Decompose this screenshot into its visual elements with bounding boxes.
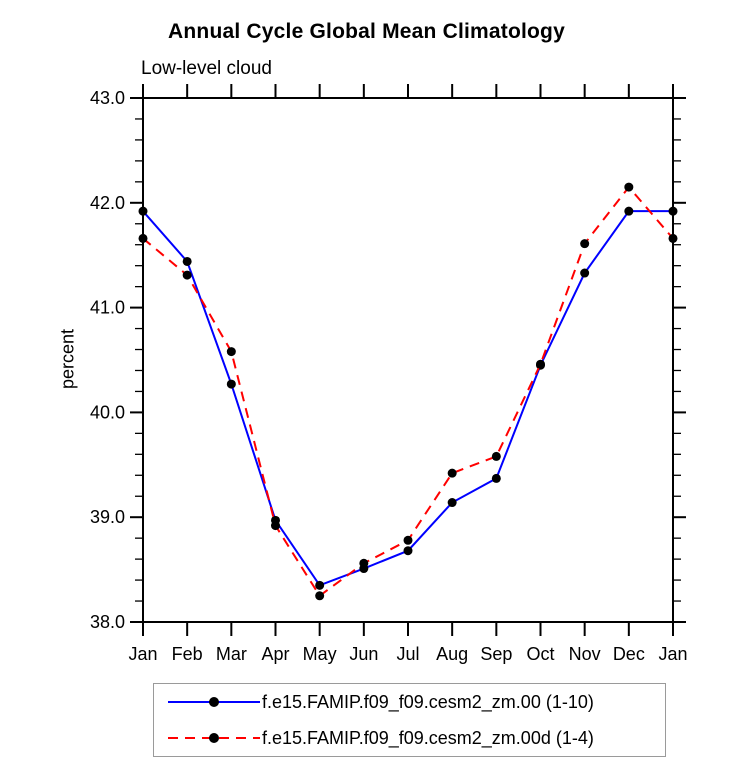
data-point-marker bbox=[182, 270, 192, 280]
y-axis-tick-label: 43.0 bbox=[90, 88, 125, 108]
legend-label: f.e15.FAMIP.f09_f09.cesm2_zm.00 (1-10) bbox=[262, 691, 594, 712]
legend-marker-dot bbox=[209, 697, 219, 707]
data-point-marker bbox=[138, 233, 148, 243]
x-axis-tick-label: Dec bbox=[613, 644, 645, 664]
y-axis-tick-label: 41.0 bbox=[90, 298, 125, 318]
data-point-marker bbox=[624, 182, 634, 192]
data-point-marker bbox=[315, 591, 325, 601]
data-point-marker bbox=[668, 233, 678, 243]
legend-label: f.e15.FAMIP.f09_f09.cesm2_zm.00d (1-4) bbox=[262, 727, 594, 748]
data-point-marker bbox=[226, 379, 236, 389]
data-point-marker bbox=[403, 535, 413, 545]
x-axis-tick-label: Apr bbox=[261, 644, 289, 664]
legend-marker-dot bbox=[209, 733, 219, 743]
x-axis-tick-label: May bbox=[303, 644, 337, 664]
chart-subtitle: Low-level cloud bbox=[141, 58, 272, 79]
data-point-marker bbox=[447, 498, 457, 508]
data-point-marker bbox=[182, 256, 192, 266]
x-axis-tick-label: Sep bbox=[480, 644, 512, 664]
x-axis-tick-label: Nov bbox=[569, 644, 601, 664]
data-point-marker bbox=[138, 206, 148, 216]
chart-title: Annual Cycle Global Mean Climatology bbox=[168, 20, 565, 43]
x-axis-tick-label: Oct bbox=[526, 644, 554, 664]
data-point-marker bbox=[271, 521, 280, 531]
legend-item: f.e15.FAMIP.f09_f09.cesm2_zm.00 (1-10) bbox=[154, 687, 665, 717]
data-point-marker bbox=[668, 206, 678, 216]
data-point-marker bbox=[359, 558, 369, 568]
y-axis-tick-label: 40.0 bbox=[90, 402, 125, 422]
x-axis-tick-label: Aug bbox=[436, 644, 468, 664]
y-axis-tick-label: 42.0 bbox=[90, 193, 125, 213]
data-point-marker bbox=[491, 451, 501, 461]
data-point-marker bbox=[403, 546, 413, 556]
series-line-1 bbox=[142, 185, 674, 598]
y-axis-tick-label: 39.0 bbox=[90, 507, 125, 527]
x-axis-tick-label: Feb bbox=[172, 644, 203, 664]
data-point-marker bbox=[580, 268, 590, 278]
x-axis-tick-label: Mar bbox=[216, 644, 247, 664]
data-point-marker bbox=[315, 580, 325, 590]
x-axis-tick-label: Jan bbox=[128, 644, 157, 664]
series-line-0 bbox=[142, 210, 673, 587]
legend-line-sample bbox=[168, 733, 260, 743]
x-axis-tick-label: Jul bbox=[396, 644, 419, 664]
y-axis-tick-label: 38.0 bbox=[90, 612, 125, 632]
data-point-marker bbox=[536, 359, 545, 369]
data-point-marker bbox=[226, 347, 236, 357]
x-axis-tick-label: Jun bbox=[349, 644, 378, 664]
legend-box: f.e15.FAMIP.f09_f09.cesm2_zm.00 (1-10) f.… bbox=[153, 683, 666, 757]
plot-area: 38.0 39.0 40.0 41.0 42.0 43.0 Jan Feb Mar Apr May J… bbox=[90, 84, 688, 664]
x-axis-tick-label: Jan bbox=[658, 644, 687, 664]
data-point-marker bbox=[624, 206, 634, 216]
data-point-marker bbox=[491, 473, 501, 483]
data-point-marker bbox=[580, 239, 590, 249]
legend-line-sample bbox=[168, 697, 260, 707]
legend-item: f.e15.FAMIP.f09_f09.cesm2_zm.00d (1-4) bbox=[154, 723, 665, 753]
data-point-marker bbox=[447, 468, 457, 478]
